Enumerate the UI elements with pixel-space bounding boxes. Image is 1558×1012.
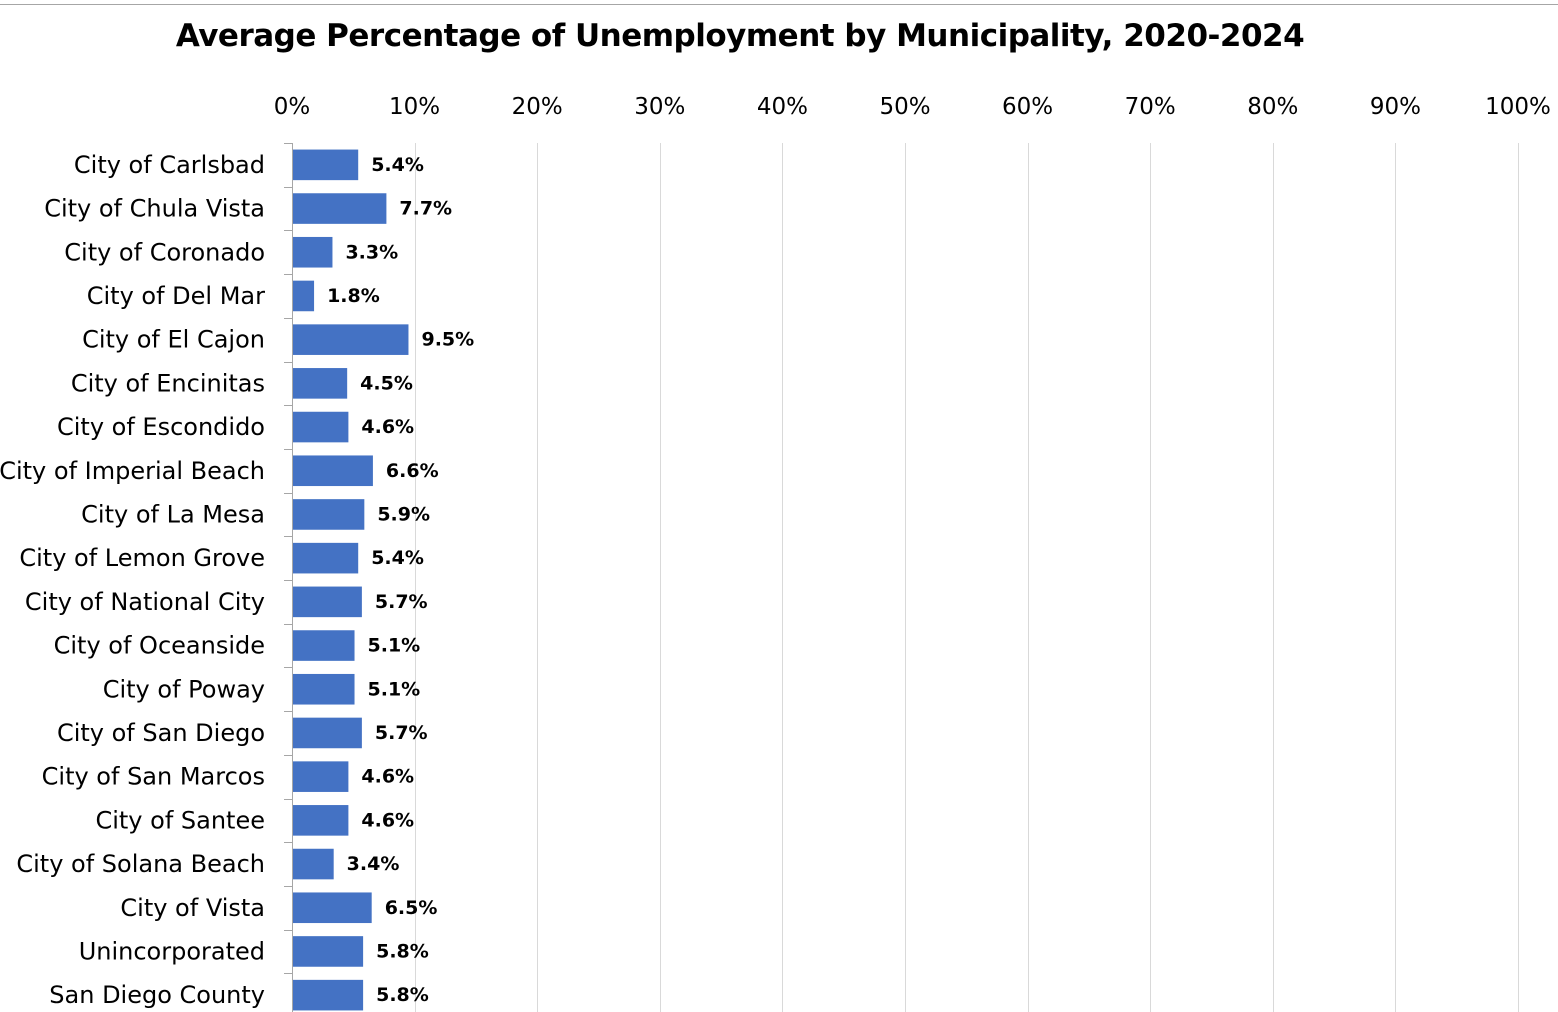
data-label: 5.8% bbox=[376, 984, 429, 1006]
bar bbox=[293, 280, 315, 312]
x-tick-label: 20% bbox=[512, 94, 563, 120]
category-label: City of National City bbox=[25, 588, 265, 616]
data-label: 9.5% bbox=[421, 329, 474, 351]
category-label: City of Escondido bbox=[57, 413, 265, 441]
data-label: 5.8% bbox=[376, 940, 429, 962]
bar bbox=[293, 193, 387, 224]
data-label: 5.7% bbox=[375, 591, 428, 613]
category-label: City of Carlsbad bbox=[74, 151, 265, 179]
category-label: San Diego County bbox=[49, 981, 265, 1009]
category-label: City of San Diego bbox=[57, 719, 265, 747]
data-label: 6.5% bbox=[385, 897, 438, 919]
data-label: 3.4% bbox=[347, 853, 400, 875]
category-label: City of Coronado bbox=[64, 238, 265, 266]
category-label: City of San Marcos bbox=[42, 763, 265, 791]
category-label: City of Poway bbox=[103, 675, 265, 703]
data-label: 3.3% bbox=[345, 241, 398, 263]
bar bbox=[293, 805, 349, 836]
chart-top-border bbox=[0, 4, 1558, 5]
data-label: 4.6% bbox=[361, 766, 414, 788]
data-labels: 5.4% 7.7%3.3% 1.8% 9.5% 4.5% 4.6% 6.6% 5.9% 5.4%… bbox=[327, 154, 474, 1006]
category-axis bbox=[284, 143, 293, 1012]
x-axis-tick-labels: 0% 10% 20% 30% 40% 50% 60% 70% 80% 90% 100% bbox=[274, 94, 1551, 120]
bar bbox=[293, 542, 359, 574]
data-label: 1.8% bbox=[327, 285, 380, 307]
bar bbox=[293, 761, 349, 792]
category-label: City of Imperial Beach bbox=[0, 457, 265, 485]
category-label: City of Oceanside bbox=[54, 632, 265, 660]
data-label: 5.1% bbox=[368, 635, 421, 657]
category-label: City of Encinitas bbox=[71, 369, 265, 397]
bar bbox=[293, 324, 409, 355]
category-label: City of Solana Beach bbox=[16, 850, 265, 878]
data-label: 4.6% bbox=[361, 416, 414, 438]
data-label: 5.4% bbox=[371, 154, 424, 176]
x-tick-label: 10% bbox=[389, 94, 440, 120]
bar bbox=[293, 586, 362, 618]
category-label: Unincorporated bbox=[79, 937, 265, 965]
bar bbox=[293, 673, 355, 705]
x-tick-label: 80% bbox=[1247, 94, 1298, 120]
bar bbox=[293, 149, 359, 181]
x-tick-label: 40% bbox=[757, 94, 808, 120]
data-label: 5.7% bbox=[375, 722, 428, 744]
bar bbox=[293, 979, 364, 1011]
data-label: 5.1% bbox=[368, 678, 421, 700]
x-tick-label: 90% bbox=[1370, 94, 1421, 120]
category-label: City of Lemon Grove bbox=[19, 544, 265, 572]
x-tick-label: 0% bbox=[274, 94, 311, 120]
x-tick-label: 100% bbox=[1485, 94, 1551, 120]
bar bbox=[293, 411, 349, 443]
bar bbox=[293, 848, 334, 880]
bar bbox=[293, 368, 348, 399]
category-label: City of Chula Vista bbox=[44, 195, 265, 223]
category-label: City of Vista bbox=[120, 894, 265, 922]
bar bbox=[293, 630, 355, 661]
bar bbox=[293, 717, 362, 749]
category-label: City of El Cajon bbox=[82, 326, 265, 354]
gridlines bbox=[415, 143, 1519, 1012]
data-label: 4.6% bbox=[361, 809, 414, 831]
x-tick-label: 60% bbox=[1002, 94, 1053, 120]
x-tick-label: 30% bbox=[634, 94, 685, 120]
bar bbox=[293, 892, 372, 924]
bar bbox=[293, 236, 333, 268]
data-label: 6.6% bbox=[386, 460, 439, 482]
category-label: City of Del Mar bbox=[87, 282, 265, 310]
category-label: City of La Mesa bbox=[81, 500, 265, 528]
x-tick-label: 70% bbox=[1125, 94, 1176, 120]
bar bbox=[293, 936, 364, 967]
bars bbox=[293, 149, 409, 1011]
category-label: City of Santee bbox=[95, 806, 265, 834]
data-label: 5.9% bbox=[377, 503, 430, 525]
category-labels: City of Carlsbad City of Chula Vista City … bbox=[0, 151, 265, 1009]
data-label: 4.5% bbox=[360, 372, 413, 394]
data-label: 5.4% bbox=[371, 547, 424, 569]
bar bbox=[293, 455, 373, 487]
chart-title: Average Percentage of Unemployment by Mu… bbox=[175, 18, 1305, 54]
data-label: 7.7% bbox=[399, 198, 452, 220]
bar bbox=[293, 499, 365, 530]
x-tick-label: 50% bbox=[879, 94, 930, 120]
